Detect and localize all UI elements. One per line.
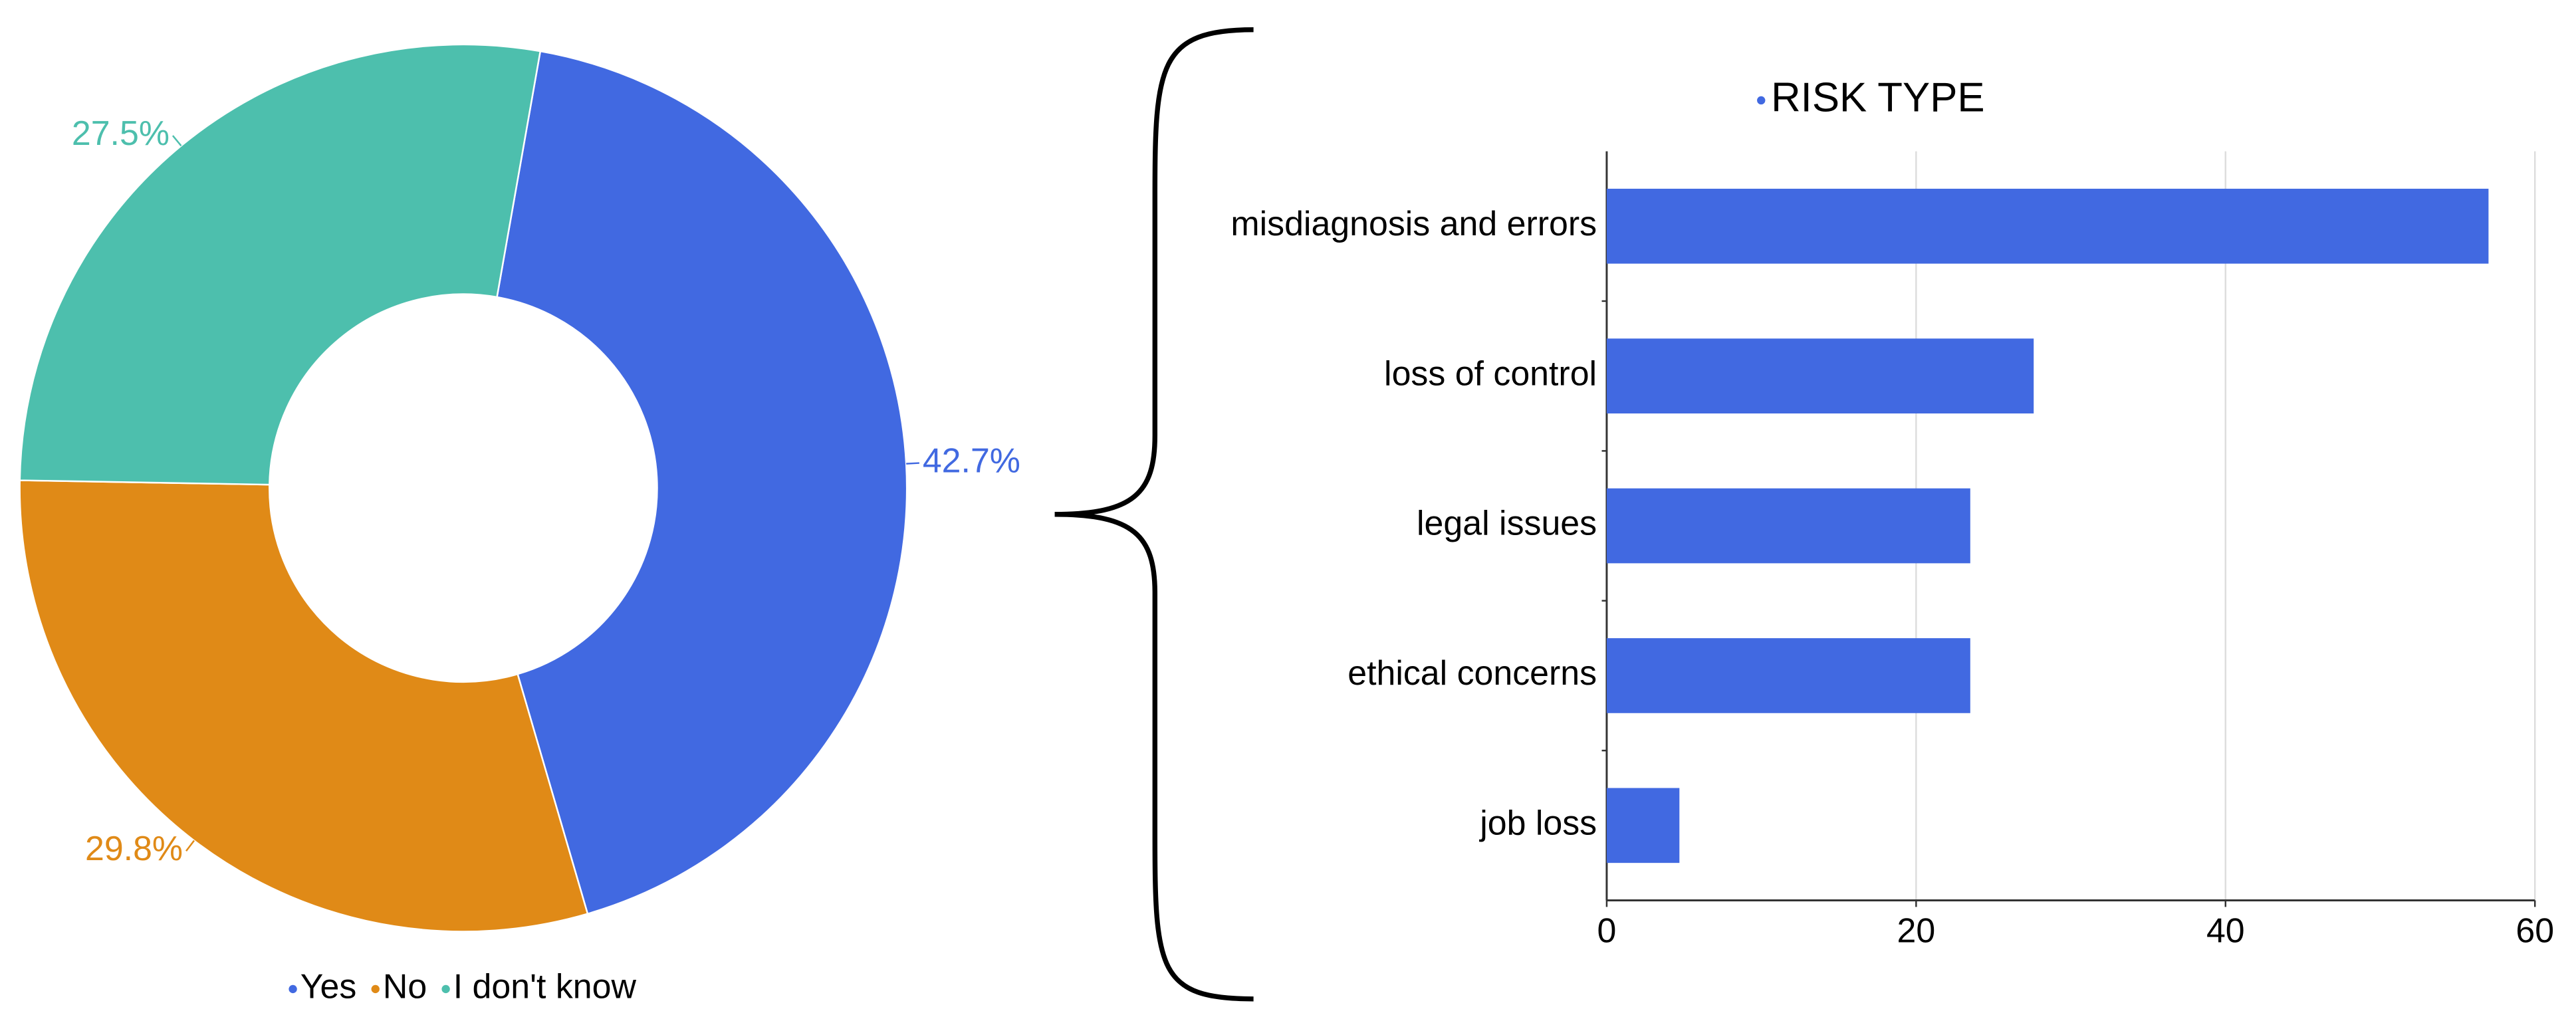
y-tick-label: job loss (1478, 804, 1597, 842)
label-leader (172, 135, 182, 147)
bar (1606, 338, 2034, 413)
brace (1054, 27, 1254, 1002)
data-label: 29.8% (85, 829, 183, 867)
pie-slice (496, 50, 908, 915)
legend-label: I don't know (453, 967, 637, 1006)
y-tick-label: ethical concerns (1347, 653, 1597, 692)
legend-marker (1757, 96, 1766, 105)
legend-marker (371, 984, 380, 994)
legend-label: RISK TYPE (1771, 74, 1985, 120)
legend-label: No (383, 967, 427, 1006)
legend-marker (289, 984, 297, 994)
pie-slice (19, 43, 542, 486)
y-tick-label: loss of control (1384, 354, 1597, 392)
bar (1606, 488, 1970, 564)
legend-label: Yes (300, 967, 357, 1006)
x-tick-label: 60 (2516, 911, 2554, 950)
bar (1606, 188, 2489, 264)
legend-marker (441, 984, 450, 994)
x-tick-label: 20 (1897, 911, 1936, 950)
bar (1606, 788, 1680, 863)
x-tick-label: 0 (1597, 911, 1617, 950)
data-label: 27.5% (72, 114, 170, 152)
label-leader (185, 840, 195, 852)
bar (1606, 638, 1970, 713)
data-label: 42.7% (923, 441, 1020, 479)
label-leader (906, 462, 919, 465)
pie-slice (19, 479, 589, 933)
y-tick-label: misdiagnosis and errors (1230, 204, 1597, 243)
y-tick-label: legal issues (1417, 504, 1597, 542)
x-tick-label: 40 (2206, 911, 2245, 950)
